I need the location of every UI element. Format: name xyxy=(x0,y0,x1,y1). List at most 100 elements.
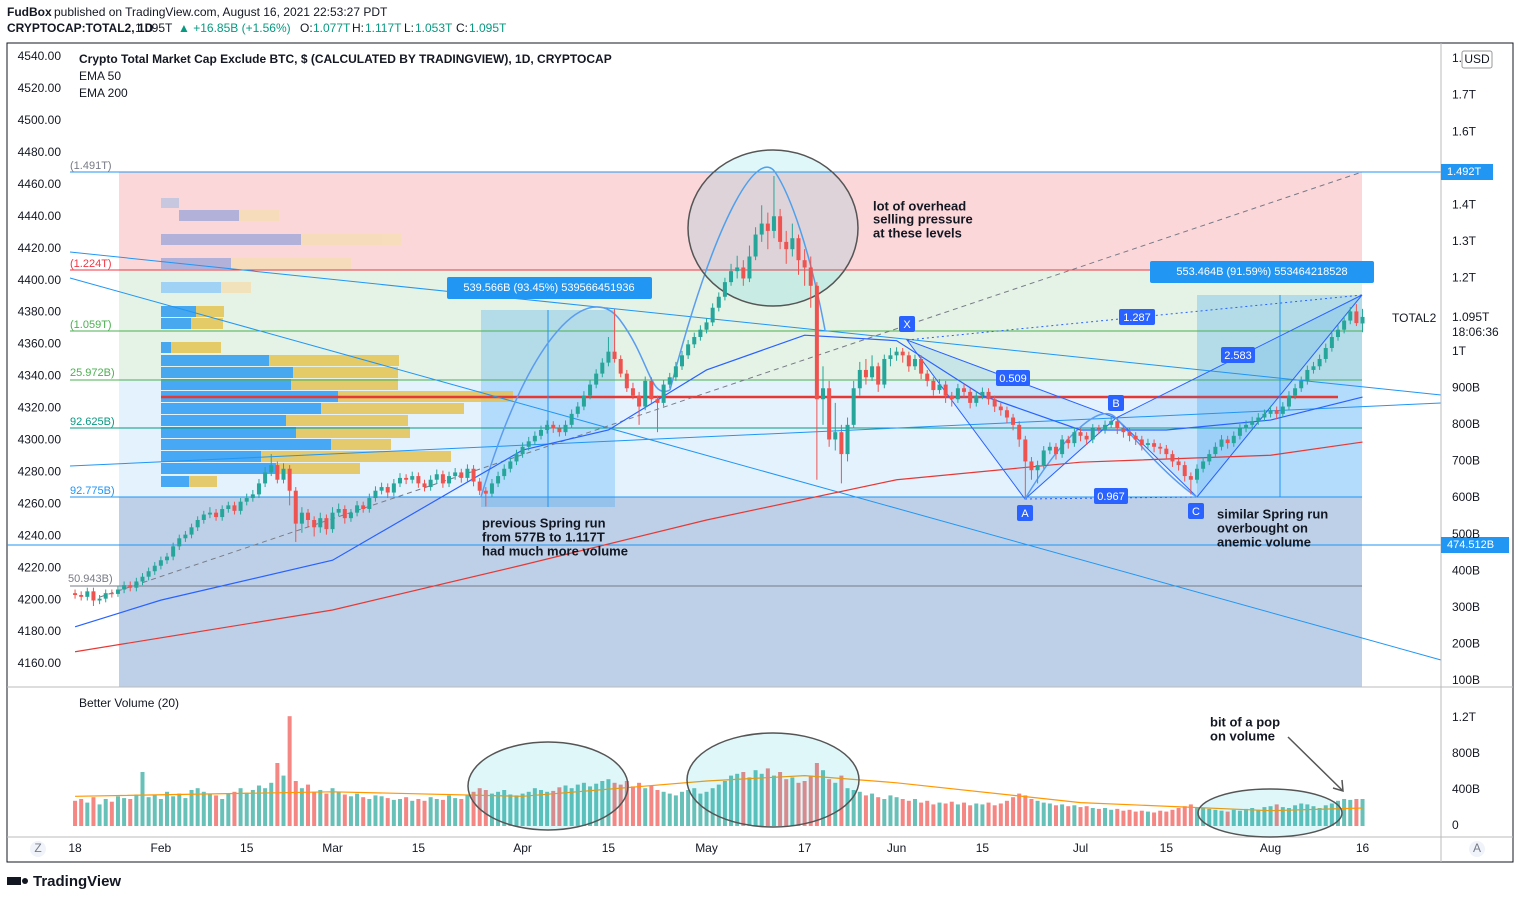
trendline xyxy=(99,171,1363,598)
candle-body xyxy=(1250,421,1255,425)
candle-body xyxy=(949,395,954,400)
candle-body xyxy=(778,216,783,242)
candle-body xyxy=(85,591,90,597)
vp-row xyxy=(161,258,231,269)
volume-bar xyxy=(477,788,482,826)
volume-bar xyxy=(771,775,776,826)
volume-bar xyxy=(1084,806,1089,826)
volume-bar xyxy=(183,798,188,826)
candle-body xyxy=(453,472,458,477)
point-box xyxy=(899,316,915,332)
volume-bar xyxy=(508,794,513,826)
candle-body xyxy=(673,366,678,378)
y-tick-label: 4460.00 xyxy=(18,177,62,191)
y2-tick-label: 500B xyxy=(1452,527,1480,541)
candle-body xyxy=(207,512,212,515)
volume-bar xyxy=(256,785,261,826)
currency[interactable]: USD xyxy=(1464,52,1490,66)
candle-body xyxy=(1188,476,1193,480)
volume-bar xyxy=(232,791,237,826)
candle-body xyxy=(955,388,960,400)
volume-bar xyxy=(1317,807,1322,826)
y-tick-label: 4500.00 xyxy=(18,113,62,127)
corner-label[interactable]: Z xyxy=(34,841,41,855)
arc xyxy=(669,166,826,391)
volume-bar xyxy=(1250,807,1255,826)
candle-body xyxy=(1060,439,1065,455)
candle-body xyxy=(140,576,145,582)
volume-bar xyxy=(342,794,347,826)
ohlc: O: 1.077T H: 1.117T L: 1.053T C: 1.095T xyxy=(300,21,507,35)
candle-body xyxy=(299,512,304,524)
volume-bar xyxy=(404,797,409,826)
volume-bar xyxy=(888,795,893,826)
volume-bar xyxy=(1164,811,1169,826)
volume-bar xyxy=(722,780,727,826)
y2-tick-label: 1.6T xyxy=(1452,124,1477,138)
candle-body xyxy=(992,399,997,407)
candle-body xyxy=(391,483,396,493)
candle-body xyxy=(575,406,580,414)
corner-button[interactable] xyxy=(1469,841,1485,857)
point-label: C xyxy=(1192,506,1200,518)
candle-body xyxy=(256,483,261,495)
volume-bar xyxy=(373,795,378,826)
y-tick-label: 4240.00 xyxy=(18,528,62,542)
indicator-line xyxy=(74,441,1363,653)
logo xyxy=(7,877,21,885)
candle-body xyxy=(195,519,200,528)
candle-body xyxy=(906,355,911,367)
candle-body xyxy=(355,505,360,513)
candle-body xyxy=(1274,410,1279,414)
volume-bar xyxy=(281,775,286,826)
y-tick-label: 4180.00 xyxy=(18,624,62,638)
corner-label[interactable]: A xyxy=(1473,841,1481,855)
volume-bar xyxy=(385,798,390,826)
logo xyxy=(22,878,28,884)
candle-body xyxy=(808,267,813,286)
volume-bar xyxy=(588,786,593,826)
volume-bar xyxy=(1360,798,1365,826)
volume-bar xyxy=(594,783,599,826)
candle-body xyxy=(244,498,249,502)
y-tick-label: 4340.00 xyxy=(18,369,62,383)
price-tag-label: 474.512B xyxy=(1447,539,1494,551)
y2-tick-label: 1.4T xyxy=(1452,197,1477,211)
candle-body xyxy=(765,223,770,231)
candle-body xyxy=(1047,446,1052,451)
candle-body xyxy=(1041,450,1046,466)
candle-body xyxy=(698,329,703,338)
volume-bar xyxy=(514,795,519,826)
y2-tick-label: 100B xyxy=(1452,673,1480,687)
y2-tick-label: 800B xyxy=(1452,746,1480,760)
candle-body xyxy=(894,351,899,356)
candle-body xyxy=(851,388,856,425)
volume-bar xyxy=(134,794,139,826)
candle-body xyxy=(1103,424,1108,430)
candle-body xyxy=(1096,428,1101,430)
vp-row xyxy=(231,258,351,269)
volume-bar xyxy=(992,805,997,826)
ohlc-value: 1.053T xyxy=(415,21,453,35)
volume-bar xyxy=(91,797,96,826)
corner-button[interactable] xyxy=(30,841,46,857)
volume-bar xyxy=(152,795,157,826)
zone xyxy=(119,172,1362,270)
candle-body xyxy=(109,593,114,595)
volume-bar xyxy=(1256,809,1261,826)
volume-bar xyxy=(122,798,127,826)
volume-bar xyxy=(293,780,298,826)
candle-body xyxy=(1317,358,1322,367)
volume-bar xyxy=(686,789,691,826)
currency-box[interactable] xyxy=(1461,50,1493,69)
y-tick-label: 4380.00 xyxy=(18,305,62,319)
candle-body xyxy=(1207,454,1212,462)
vp-row xyxy=(293,367,398,378)
candle-body xyxy=(912,358,917,367)
candle-body xyxy=(882,358,887,385)
candle-body xyxy=(1053,446,1058,455)
volume-bar xyxy=(355,793,360,826)
volume-bar xyxy=(502,789,507,826)
level-label: (1.491T) xyxy=(70,160,112,172)
